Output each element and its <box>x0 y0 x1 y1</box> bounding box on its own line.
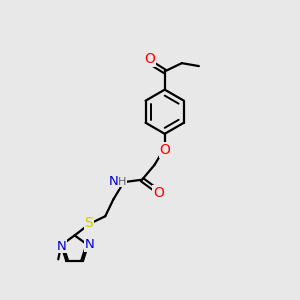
Text: N: N <box>56 239 66 253</box>
Text: S: S <box>84 216 93 230</box>
Text: O: O <box>153 186 164 200</box>
Text: O: O <box>159 143 170 157</box>
Text: O: O <box>145 52 155 66</box>
Text: H: H <box>118 176 127 187</box>
Text: N: N <box>109 175 118 188</box>
Text: N: N <box>84 238 94 251</box>
